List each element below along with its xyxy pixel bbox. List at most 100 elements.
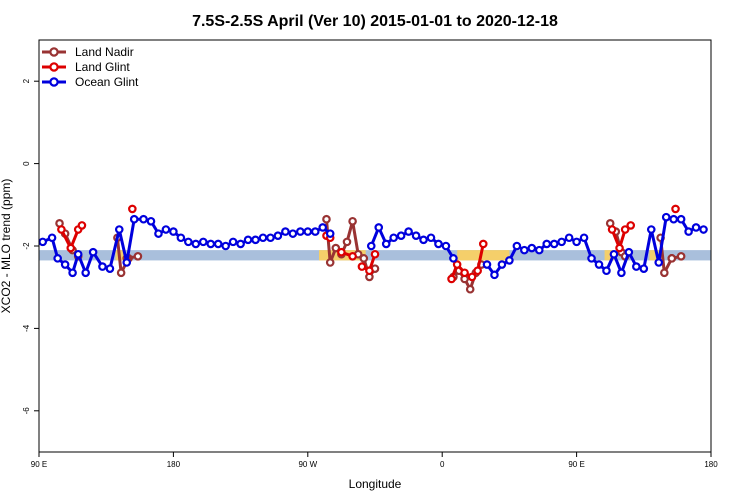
y-tick-label-4: -6: [22, 407, 31, 415]
series-line-ocean-glint-0: [42, 217, 332, 275]
point-land-glint-5-5: [478, 239, 488, 249]
point-ocean-glint-0-7: [88, 247, 98, 257]
point-ocean-glint-0-9: [105, 264, 115, 273]
point-ocean-glint-1-3: [389, 233, 398, 243]
point-land-glint-5-2: [460, 268, 469, 278]
point-ocean-glint-0-38: [325, 229, 335, 238]
x-tick-label-4: 90 E: [568, 460, 584, 469]
series-ocean-glint: [38, 212, 708, 280]
point-ocean-glint-2-23: [654, 258, 664, 267]
point-ocean-glint-0-37: [318, 223, 328, 232]
point-ocean-glint-2-6: [527, 243, 537, 253]
point-ocean-glint-0-13: [139, 214, 148, 224]
point-ocean-glint-2-24: [661, 212, 671, 222]
x-axis-label: Longitude: [349, 477, 402, 491]
point-ocean-glint-2-27: [684, 227, 693, 236]
point-ocean-glint-0-8: [98, 262, 107, 271]
point-ocean-glint-0-20: [191, 239, 201, 249]
legend-item-land-nadir: Land Nadir: [42, 45, 134, 59]
point-land-nadir-3-2: [331, 243, 341, 253]
point-land-glint-5-4: [473, 266, 482, 276]
point-land-nadir-6-1: [660, 268, 669, 278]
point-land-nadir-3-7: [359, 254, 369, 263]
x-tick-label-0: 90 E: [31, 460, 47, 469]
point-land-glint-6-3: [626, 221, 636, 230]
legend-marker-land-glint: [49, 62, 59, 72]
band-4: [604, 250, 614, 261]
point-land-nadir-3-4: [342, 237, 352, 247]
point-ocean-glint-2-13: [579, 233, 589, 243]
point-ocean-glint-0-11: [122, 258, 132, 267]
point-ocean-glint-2-28: [691, 223, 701, 232]
point-ocean-glint-0-32: [281, 227, 290, 236]
point-ocean-glint-2-25: [669, 214, 678, 224]
point-ocean-glint-0-3: [60, 260, 70, 269]
legend-item-land-glint: Land Glint: [42, 60, 130, 74]
point-ocean-glint-0-25: [228, 237, 238, 247]
point-land-glint-1-0: [128, 204, 137, 214]
point-ocean-glint-0-35: [303, 227, 313, 236]
point-land-glint-0-3: [77, 221, 87, 230]
point-ocean-glint-2-8: [542, 239, 552, 249]
point-ocean-glint-1-4: [396, 231, 406, 241]
point-ocean-glint-0-18: [176, 233, 186, 243]
legend-marker-ocean-glint: [49, 77, 59, 87]
point-ocean-glint-0-17: [169, 227, 178, 236]
point-land-glint-6-0: [607, 225, 617, 234]
point-ocean-glint-2-15: [594, 260, 604, 269]
point-ocean-glint-2-11: [564, 233, 574, 243]
point-land-nadir-3-0: [322, 214, 331, 224]
point-land-nadir-2-1: [133, 251, 143, 261]
point-ocean-glint-2-18: [617, 268, 626, 278]
point-ocean-glint-1-2: [381, 239, 391, 249]
legend-label-land-glint: Land Glint: [75, 60, 130, 74]
point-land-nadir-3-5: [348, 216, 357, 226]
point-land-nadir-7-0: [667, 254, 677, 263]
point-ocean-glint-0-30: [266, 233, 275, 243]
point-land-glint-3-0: [337, 247, 346, 257]
point-ocean-glint-1-7: [419, 235, 428, 245]
point-land-glint-6-1: [615, 243, 624, 253]
point-land-glint-0-0: [57, 225, 66, 234]
y-tick-label-0: 2: [22, 78, 31, 83]
band-5: [649, 250, 659, 261]
point-ocean-glint-2-21: [639, 264, 649, 273]
point-ocean-glint-0-1: [47, 233, 57, 243]
point-ocean-glint-2-22: [646, 225, 656, 234]
point-land-glint-5-1: [452, 260, 462, 269]
point-ocean-glint-0-34: [296, 227, 305, 236]
point-ocean-glint-1-5: [404, 227, 413, 236]
point-land-glint-6-2: [620, 225, 630, 234]
point-ocean-glint-1-6: [411, 231, 421, 241]
point-ocean-glint-2-0: [482, 260, 492, 269]
point-ocean-glint-0-27: [243, 235, 253, 245]
point-ocean-glint-0-26: [236, 239, 245, 249]
point-ocean-glint-2-20: [632, 262, 641, 271]
point-ocean-glint-0-2: [53, 254, 62, 263]
series-group: [38, 204, 708, 294]
point-ocean-glint-1-11: [449, 254, 458, 263]
y-tick-label-2: -2: [22, 242, 31, 250]
point-ocean-glint-2-9: [549, 239, 559, 249]
point-ocean-glint-0-28: [251, 235, 260, 245]
point-ocean-glint-0-19: [184, 237, 193, 247]
point-land-glint-7-0: [671, 204, 680, 214]
point-ocean-glint-0-15: [154, 229, 163, 238]
chart-title: 7.5S-2.5S April (Ver 10) 2015-01-01 to 2…: [192, 13, 558, 30]
y-axis-label: XCO2 - MLO trend (ppm): [0, 179, 13, 314]
point-ocean-glint-0-4: [68, 268, 77, 278]
point-land-glint-4-2: [370, 249, 380, 259]
point-ocean-glint-0-23: [213, 239, 223, 249]
point-land-glint-5-0: [447, 274, 456, 284]
point-ocean-glint-2-19: [624, 247, 634, 257]
point-ocean-glint-2-4: [512, 241, 522, 251]
legend-item-ocean-glint: Ocean Glint: [42, 75, 139, 89]
point-ocean-glint-0-12: [129, 214, 139, 224]
point-land-glint-4-1: [365, 266, 374, 276]
x-tick-label-5: 180: [704, 460, 718, 469]
point-land-nadir-7-1: [676, 251, 686, 261]
point-ocean-glint-2-17: [609, 249, 619, 259]
legend-label-land-nadir: Land Nadir: [75, 45, 134, 59]
